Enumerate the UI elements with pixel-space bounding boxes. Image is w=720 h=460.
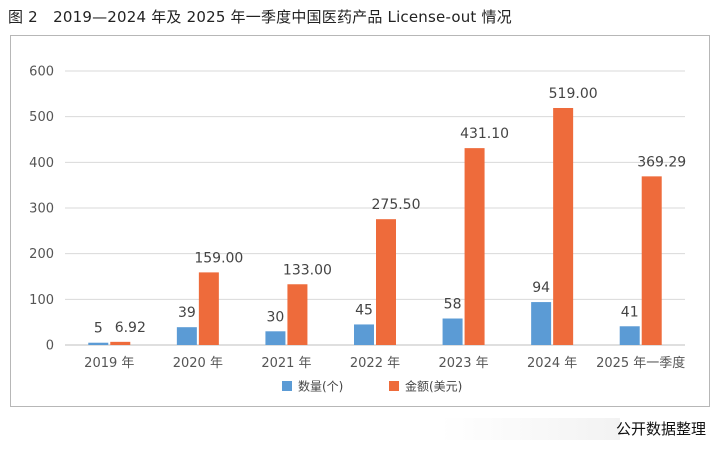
source-note: 公开数据整理 — [615, 420, 706, 438]
bars — [88, 107, 662, 346]
x-tick-label: 2022 年 — [350, 356, 400, 371]
bar-count — [354, 324, 374, 345]
data-label-count: 30 — [267, 309, 285, 325]
bar-count — [531, 302, 552, 345]
data-label-amount: 133.00 — [283, 262, 332, 278]
bar-count — [88, 342, 109, 345]
y-tick-label: 200 — [29, 247, 54, 262]
x-axis: 2019 年 2020 年 2021 年 2022 年 2023 年 2024 年 2025… — [84, 355, 685, 371]
legend-label-count: 数量(个) — [298, 379, 343, 394]
data-label-amount: 519.00 — [549, 86, 598, 102]
data-label-count: 41 — [621, 304, 639, 320]
data-label-amount: 159.00 — [194, 250, 243, 266]
y-tick-label: 600 — [29, 65, 54, 80]
data-label-count: 58 — [444, 297, 462, 313]
bar-count — [442, 318, 463, 345]
x-tick-label: 2023 年 — [438, 356, 488, 371]
x-tick-label: 2020 年 — [173, 356, 223, 371]
bar-count — [265, 331, 286, 345]
bar-amount — [464, 148, 485, 345]
gridlines — [65, 70, 685, 346]
bar-amount — [287, 284, 308, 345]
bar-amount — [376, 219, 396, 345]
y-tick-label: 500 — [29, 110, 54, 125]
legend-swatch-amount — [389, 381, 399, 391]
bar-count — [619, 326, 640, 345]
y-tick-label: 400 — [29, 156, 54, 171]
data-label-amount: 275.50 — [372, 197, 421, 213]
x-tick-label: 2021 年 — [261, 356, 311, 371]
bar-amount — [553, 107, 574, 346]
legend-label-amount: 金额(美元) — [405, 379, 462, 394]
bar-count — [176, 327, 197, 345]
data-label-amount: 6.92 — [115, 320, 146, 336]
bar-amount — [110, 341, 131, 345]
chart-frame — [10, 35, 710, 407]
data-label-count: 94 — [532, 280, 550, 296]
data-label-count: 45 — [355, 302, 373, 318]
y-tick-label: 0 — [46, 339, 54, 354]
source-fade — [440, 418, 620, 440]
data-label-amount: 369.29 — [637, 154, 686, 170]
y-axis: 0 100 200 300 400 500 600 — [29, 65, 54, 354]
y-tick-label: 300 — [29, 202, 54, 217]
data-label-amount: 431.10 — [460, 126, 509, 142]
x-tick-label: 2025 年一季度 — [596, 355, 685, 371]
bar-amount — [198, 272, 219, 345]
bar-amount — [641, 176, 662, 345]
data-labels: 5 6.92 39 159.00 30 133.00 45 275.50 58 431.10 94 5… — [94, 86, 686, 337]
data-label-count: 39 — [178, 305, 196, 321]
figure-title: 图 2 2019—2024 年及 2025 年一季度中国医药产品 License… — [8, 8, 512, 26]
x-tick-label: 2024 年 — [527, 356, 577, 371]
x-tick-label: 2019 年 — [84, 356, 134, 371]
legend-swatch-count — [282, 381, 292, 391]
y-tick-label: 100 — [29, 293, 54, 308]
legend: 数量(个) 金额(美元) — [282, 379, 462, 394]
data-label-count: 5 — [94, 321, 103, 337]
